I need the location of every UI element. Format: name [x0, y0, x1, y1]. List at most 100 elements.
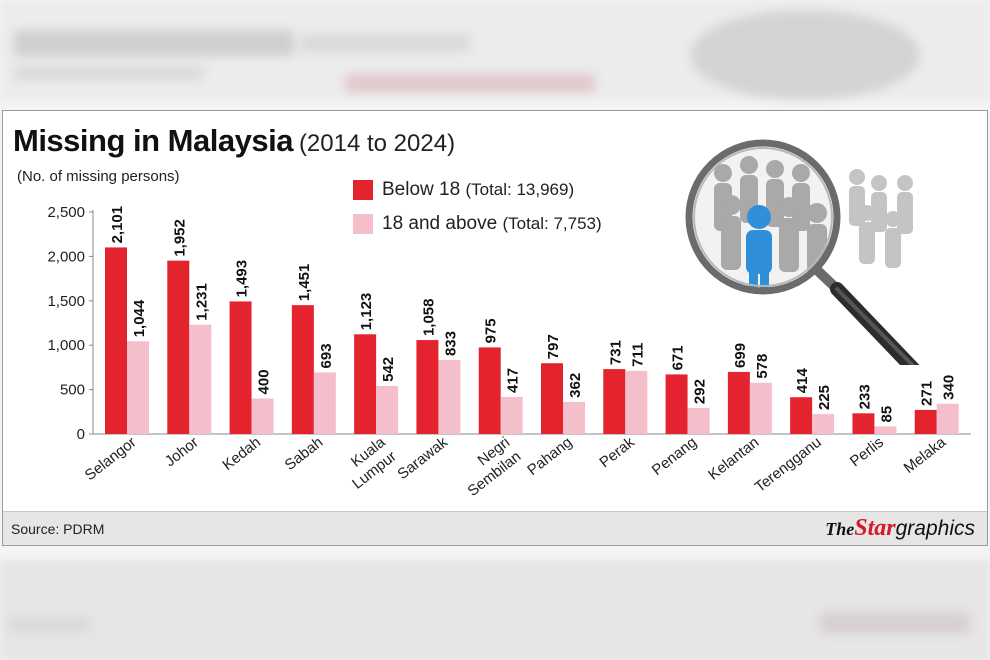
- x-tick-label-sarawak: Sarawak: [394, 433, 451, 483]
- bar-below-18-melaka: [914, 409, 937, 434]
- bar-18-and-above-sabah: [313, 372, 336, 434]
- data-label-18-and-above-kedah: 400: [256, 369, 273, 394]
- data-label-18-and-above-melaka: 340: [941, 375, 958, 400]
- data-label-below-18-johor: 1,952: [171, 219, 188, 257]
- legend-label-18-and-above: 18 and above: [382, 213, 498, 234]
- data-label-below-18-sarawak: 1,058: [420, 299, 437, 337]
- legend-item-below-18: Below 18 (Total: 13,969): [353, 173, 602, 207]
- data-label-below-18-negri-sembilan: 975: [483, 318, 500, 343]
- blurred-source-shape: [10, 618, 90, 632]
- data-label-18-and-above-sabah: 693: [318, 343, 335, 368]
- blurred-brand-shape: [820, 612, 970, 634]
- data-label-below-18-kelantan: 699: [732, 343, 749, 368]
- bar-18-and-above-sarawak: [438, 360, 461, 434]
- bar-below-18-kelantan: [727, 371, 750, 434]
- data-label-18-and-above-pahang: 362: [567, 373, 584, 398]
- title-row: Missing in Malaysia (2014 to 2024): [13, 123, 455, 159]
- bar-18-and-above-johor: [189, 324, 212, 434]
- data-label-18-and-above-sarawak: 833: [442, 331, 459, 356]
- data-label-below-18-kuala-lumpur: 1,123: [358, 293, 375, 331]
- x-tick-label-pahang: Pahang: [524, 434, 575, 479]
- bar-below-18-perlis: [852, 413, 875, 434]
- y-tick-label: 0: [77, 426, 85, 443]
- bar-below-18-terengganu: [790, 397, 813, 434]
- blurred-subtitle-shape: [300, 34, 470, 52]
- x-tick-label-kuala-lumpur: KualaLumpur: [338, 433, 400, 492]
- blurred-title-shape: [14, 30, 294, 56]
- bar-below-18-selangor: [105, 247, 127, 434]
- data-label-below-18-selangor: 2,101: [109, 206, 126, 244]
- data-label-18-and-above-kuala-lumpur: 542: [380, 357, 397, 382]
- bar-below-18-negri-sembilan: [478, 347, 501, 434]
- bar-below-18-penang: [665, 374, 688, 434]
- magnifier-crowd-icon: [671, 133, 987, 436]
- x-tick-label-terengganu: Terengganu: [752, 434, 825, 496]
- bar-18-and-above-perak: [625, 370, 648, 434]
- bar-below-18-sabah: [291, 305, 314, 434]
- chart-legend: Below 18 (Total: 13,969) 18 and above (T…: [353, 173, 602, 241]
- bar-18-and-above-pahang: [563, 401, 585, 434]
- legend-swatch-below-18: [353, 180, 373, 200]
- bar-18-and-above-perlis: [874, 426, 897, 434]
- x-tick-label-penang: Penang: [649, 434, 700, 479]
- legend-total-below-18: (Total: 13,969): [465, 180, 575, 199]
- brand-logo: TheStargraphics: [825, 515, 975, 542]
- y-axis-label: (No. of missing persons): [17, 168, 180, 185]
- data-label-18-and-above-kelantan: 578: [754, 354, 771, 379]
- data-label-below-18-perak: 731: [607, 340, 624, 365]
- y-tick-label: 2,000: [47, 248, 85, 265]
- x-tick-label-perlis: Perlis: [847, 434, 887, 470]
- bar-below-18-kedah: [229, 301, 252, 434]
- bar-18-and-above-kedah: [251, 398, 274, 434]
- bar-18-and-above-kuala-lumpur: [376, 385, 399, 434]
- data-label-18-and-above-johor: 1,231: [193, 283, 210, 321]
- bar-18-and-above-negri-sembilan: [500, 396, 523, 434]
- x-tick-label-kelantan: Kelantan: [705, 434, 762, 484]
- data-label-18-and-above-negri-sembilan: 417: [505, 368, 522, 393]
- data-label-below-18-penang: 671: [670, 345, 687, 370]
- y-tick-label: 2,500: [47, 204, 85, 221]
- x-tick-label-negri-sembilan: NegriSembilan: [453, 434, 524, 500]
- x-tick-label-kedah: Kedah: [219, 434, 264, 474]
- bar-below-18-sarawak: [416, 340, 439, 434]
- chart-subtitle: (2014 to 2024): [298, 130, 456, 157]
- x-tick-label-perak: Perak: [596, 433, 638, 471]
- y-tick-label: 500: [60, 382, 85, 399]
- data-label-below-18-perlis: 233: [856, 384, 873, 409]
- bar-below-18-perak: [603, 369, 626, 434]
- data-label-18-and-above-penang: 292: [692, 379, 709, 404]
- legend-item-18-and-above: 18 and above (Total: 7,753): [353, 207, 602, 241]
- bar-18-and-above-selangor: [127, 341, 149, 434]
- data-label-below-18-melaka: 271: [919, 381, 936, 406]
- x-tick-label-selangor: Selangor: [82, 434, 140, 484]
- legend-swatch-18-and-above: [353, 214, 373, 234]
- bar-below-18-kuala-lumpur: [354, 334, 377, 434]
- source-text: Source: PDRM: [11, 521, 105, 537]
- brand-star: Star: [854, 515, 896, 541]
- bar-18-and-above-melaka: [936, 403, 959, 434]
- x-tick-label-johor: Johor: [162, 434, 202, 471]
- x-tick-label-sabah: Sabah: [282, 434, 327, 474]
- bar-18-and-above-kelantan: [749, 382, 772, 434]
- data-label-18-and-above-selangor: 1,044: [131, 299, 148, 337]
- bar-below-18-pahang: [541, 363, 563, 434]
- chart-title: Missing in Malaysia: [13, 123, 293, 158]
- bar-18-and-above-penang: [687, 408, 710, 434]
- y-tick-label: 1,500: [47, 293, 85, 310]
- data-label-below-18-kedah: 1,493: [234, 260, 251, 298]
- legend-total-18-and-above: (Total: 7,753): [502, 214, 602, 233]
- data-label-18-and-above-perak: 711: [629, 343, 646, 367]
- blurred-legend-shape: [345, 74, 595, 92]
- brand-graphics: graphics: [895, 517, 975, 540]
- data-label-18-and-above-terengganu: 225: [816, 385, 833, 410]
- blurred-background-top: [0, 0, 990, 100]
- blurred-label-shape: [14, 66, 204, 80]
- footer: Source: PDRM TheStargraphics: [3, 511, 987, 545]
- blurred-illustration-shape: [690, 10, 920, 100]
- blurred-background-bottom: [0, 560, 990, 660]
- data-label-below-18-pahang: 797: [545, 334, 562, 359]
- legend-label-below-18: Below 18: [382, 179, 461, 200]
- bar-18-and-above-terengganu: [812, 414, 835, 434]
- data-label-18-and-above-perlis: 85: [878, 406, 895, 423]
- bar-chart: 0 500 1,000 1,500 2,000 2,500 2,101 1,044 Selang…: [47, 204, 971, 500]
